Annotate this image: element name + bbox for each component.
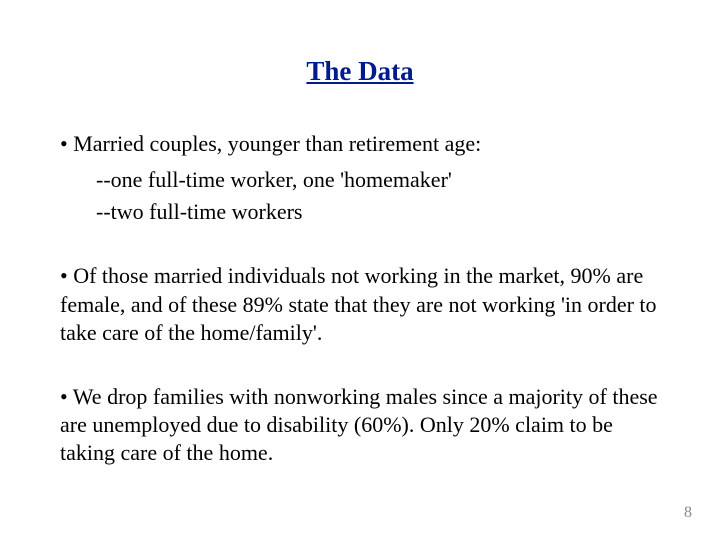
bullet-3: • We drop families with nonworking males…	[60, 383, 660, 467]
bullet-2: • Of those married individuals not worki…	[60, 262, 660, 346]
slide-body: • Married couples, younger than retireme…	[60, 130, 660, 475]
bullet-1-sub-2: --two full-time workers	[96, 198, 660, 226]
bullet-1-sub-1: --one full-time worker, one 'homemaker'	[96, 166, 660, 194]
slide: The Data • Married couples, younger than…	[0, 0, 720, 540]
slide-title: The Data	[0, 56, 720, 87]
page-number: 8	[684, 504, 692, 522]
bullet-1: • Married couples, younger than retireme…	[60, 130, 660, 158]
